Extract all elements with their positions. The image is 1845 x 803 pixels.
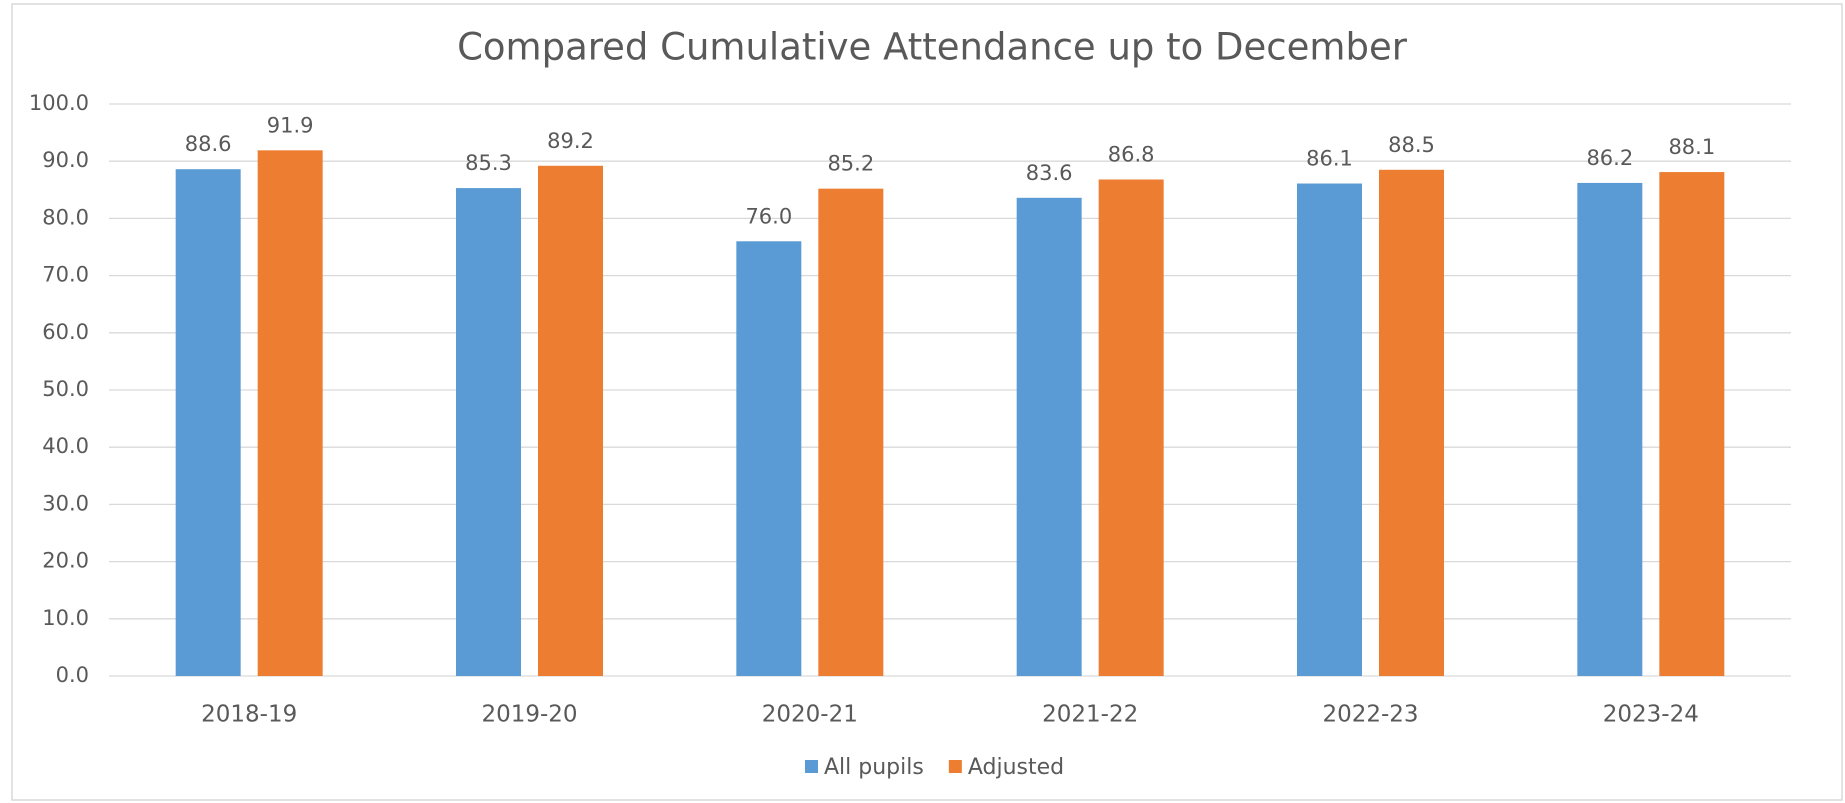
- data-label: 86.8: [1108, 143, 1155, 167]
- y-tick-label: 20.0: [42, 549, 89, 573]
- legend-swatch: [805, 760, 818, 773]
- data-label: 83.6: [1026, 161, 1073, 185]
- bar: [818, 188, 884, 676]
- x-tick-label: 2020-21: [762, 702, 858, 728]
- bar: [1297, 183, 1362, 676]
- data-label: 89.2: [547, 129, 594, 153]
- data-label: 85.3: [465, 151, 512, 175]
- x-tick-label: 2022-23: [1322, 702, 1418, 728]
- bar: [456, 188, 521, 677]
- data-label: 88.5: [1388, 133, 1435, 157]
- data-label: 86.2: [1586, 146, 1633, 170]
- data-label: 88.1: [1668, 135, 1715, 159]
- y-tick-label: 90.0: [42, 148, 89, 172]
- x-tick-label: 2019-20: [481, 702, 577, 728]
- bar: [538, 165, 603, 676]
- data-label: 91.9: [267, 113, 314, 137]
- bar: [175, 169, 241, 676]
- x-tick-label: 2021-22: [1042, 702, 1138, 728]
- chart-title: Compared Cumulative Attendance up to Dec…: [457, 26, 1408, 69]
- bar: [1659, 172, 1725, 676]
- bar: [1577, 182, 1643, 676]
- x-tick-label: 2018-19: [201, 702, 297, 728]
- y-tick-label: 70.0: [42, 263, 89, 287]
- bar: [257, 150, 323, 676]
- y-tick-label: 10.0: [42, 606, 89, 630]
- y-tick-label: 80.0: [42, 205, 89, 229]
- bar: [1379, 169, 1444, 676]
- y-tick-label: 0.0: [56, 663, 89, 687]
- data-label: 86.1: [1306, 147, 1353, 171]
- bar: [736, 241, 802, 676]
- data-label: 88.6: [185, 132, 232, 156]
- data-label: 85.2: [827, 152, 874, 176]
- legend-swatch: [948, 760, 962, 773]
- legend-label: All pupils: [824, 755, 924, 780]
- bar: [1016, 197, 1082, 677]
- bar: [1098, 179, 1164, 676]
- y-tick-label: 50.0: [42, 377, 89, 401]
- legend-label: Adjusted: [968, 755, 1064, 780]
- y-tick-label: 60.0: [42, 320, 89, 344]
- x-tick-label: 2023-24: [1603, 702, 1699, 728]
- y-tick-label: 40.0: [42, 434, 89, 458]
- y-tick-label: 100.0: [29, 91, 89, 115]
- data-label: 76.0: [745, 204, 792, 228]
- y-tick-label: 30.0: [42, 491, 89, 515]
